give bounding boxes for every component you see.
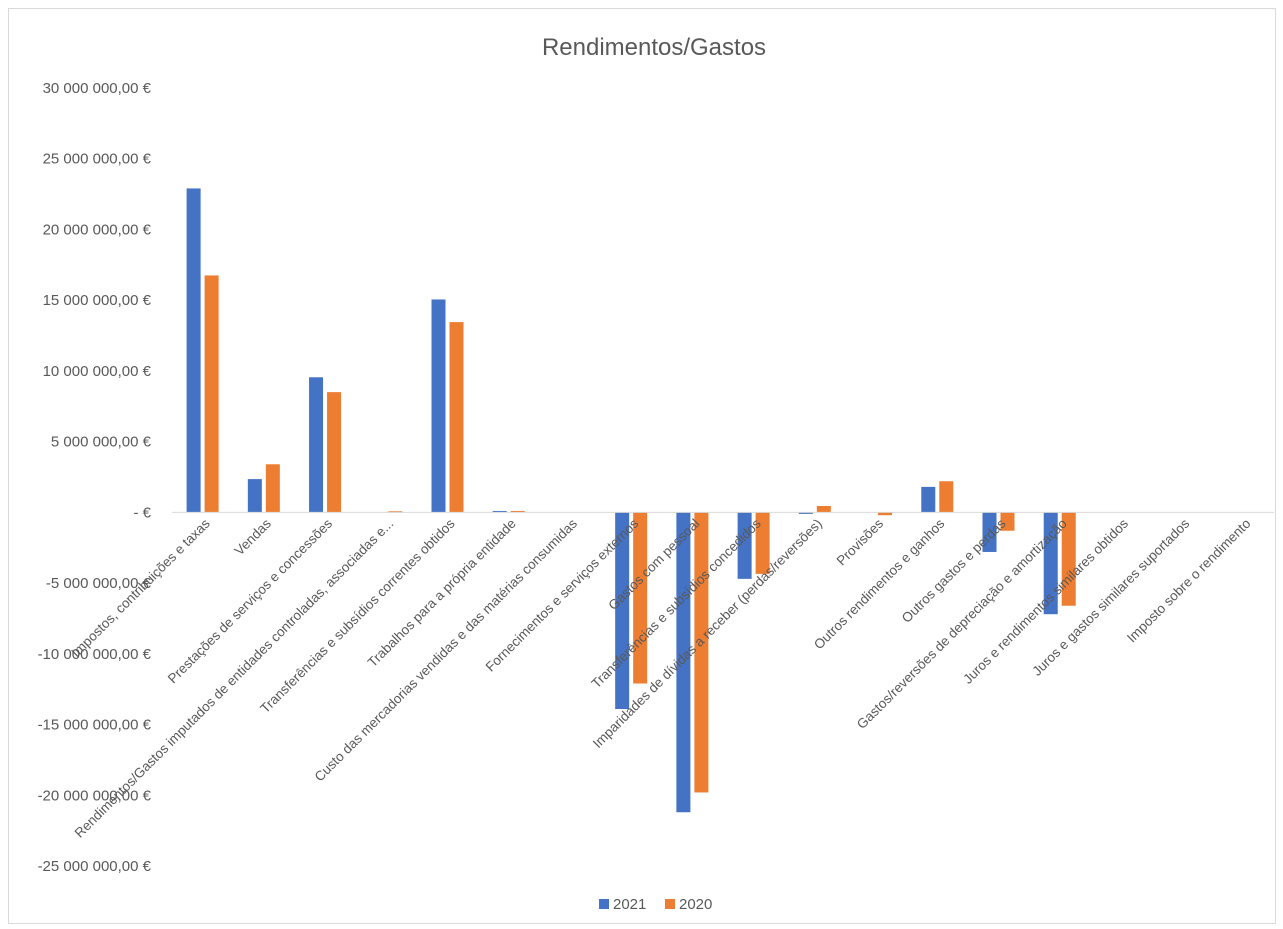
legend: 2021 2020 [599,896,712,913]
bar-2021-2 [309,377,324,513]
y-tick-label: -20 000 000,00 € [38,787,152,804]
bar-2020-5 [510,510,525,513]
bar-2020-12 [939,481,954,513]
chart-svg: Rendimentos/Gastos 30 000 000,00 € 25 000… [38,34,1274,913]
bar-2021-4 [431,299,446,513]
bar-2021-13 [982,512,997,552]
bar-2021-1 [247,479,262,513]
bar-2020-14 [1061,512,1076,606]
bar-2020-2 [327,392,342,513]
x-tick-label: Gastos/reversões de depreciação e amorti… [854,516,1070,732]
bar-2021-8 [676,512,691,813]
y-tick-label: - € [133,504,151,521]
bar-2021-14 [1043,512,1058,615]
bar-2021-9 [737,512,752,579]
x-tick-label: Outros rendimentos e ganhos [811,516,948,653]
y-tick-label: 5 000 000,00 € [51,434,152,451]
legend-swatch-2021 [599,899,609,909]
bar-2020-13 [1000,512,1015,531]
x-tick-label: Rendimentos/Gastos imputados de entidade… [72,516,397,841]
x-tick-label: Outros gastos e perdas [899,516,1009,626]
x-axis-tick-labels: Impostos, contribuições e taxas VendasPre… [68,516,1253,841]
legend-label-2020: 2020 [679,896,712,913]
bar-2020-1 [265,464,280,513]
bar-2020-7 [633,512,648,684]
chart-title: Rendimentos/Gastos [542,34,766,61]
bar-2021-12 [921,486,936,513]
legend-swatch-2020 [665,899,675,909]
bar-2020-10 [816,505,831,513]
bar-2020-9 [755,512,770,574]
y-tick-label: -10 000 000,00 € [38,646,152,663]
bar-2021-0 [186,188,201,513]
chart-area: Rendimentos/Gastos 30 000 000,00 € 25 000… [8,8,1276,924]
x-tick-label: Provisões [834,516,887,569]
y-tick-label: 10 000 000,00 € [43,363,152,380]
bar-2020-0 [204,275,219,513]
bar-2021-10 [798,512,813,514]
legend-label-2021: 2021 [613,896,646,913]
y-tick-label: -15 000 000,00 € [38,717,152,734]
y-tick-label: -5 000 000,00 € [46,575,152,592]
y-tick-label: 15 000 000,00 € [43,292,152,309]
y-tick-label: -25 000 000,00 € [38,858,152,875]
y-tick-label: 30 000 000,00 € [43,80,152,97]
bar-2020-4 [449,322,464,513]
bar-2020-11 [878,512,893,516]
bar-2021-7 [615,512,630,709]
y-tick-label: 20 000 000,00 € [43,221,152,238]
bars [186,188,1076,813]
y-tick-label: 25 000 000,00 € [43,151,152,168]
x-tick-label: Imposto sobre o rendimento [1124,516,1253,645]
bar-2021-5 [492,510,507,513]
y-axis-tick-labels: 30 000 000,00 € 25 000 000,00 € 20 000 000… [38,80,152,875]
x-tick-label: Vendas [231,516,274,559]
bar-2020-8 [694,512,709,793]
